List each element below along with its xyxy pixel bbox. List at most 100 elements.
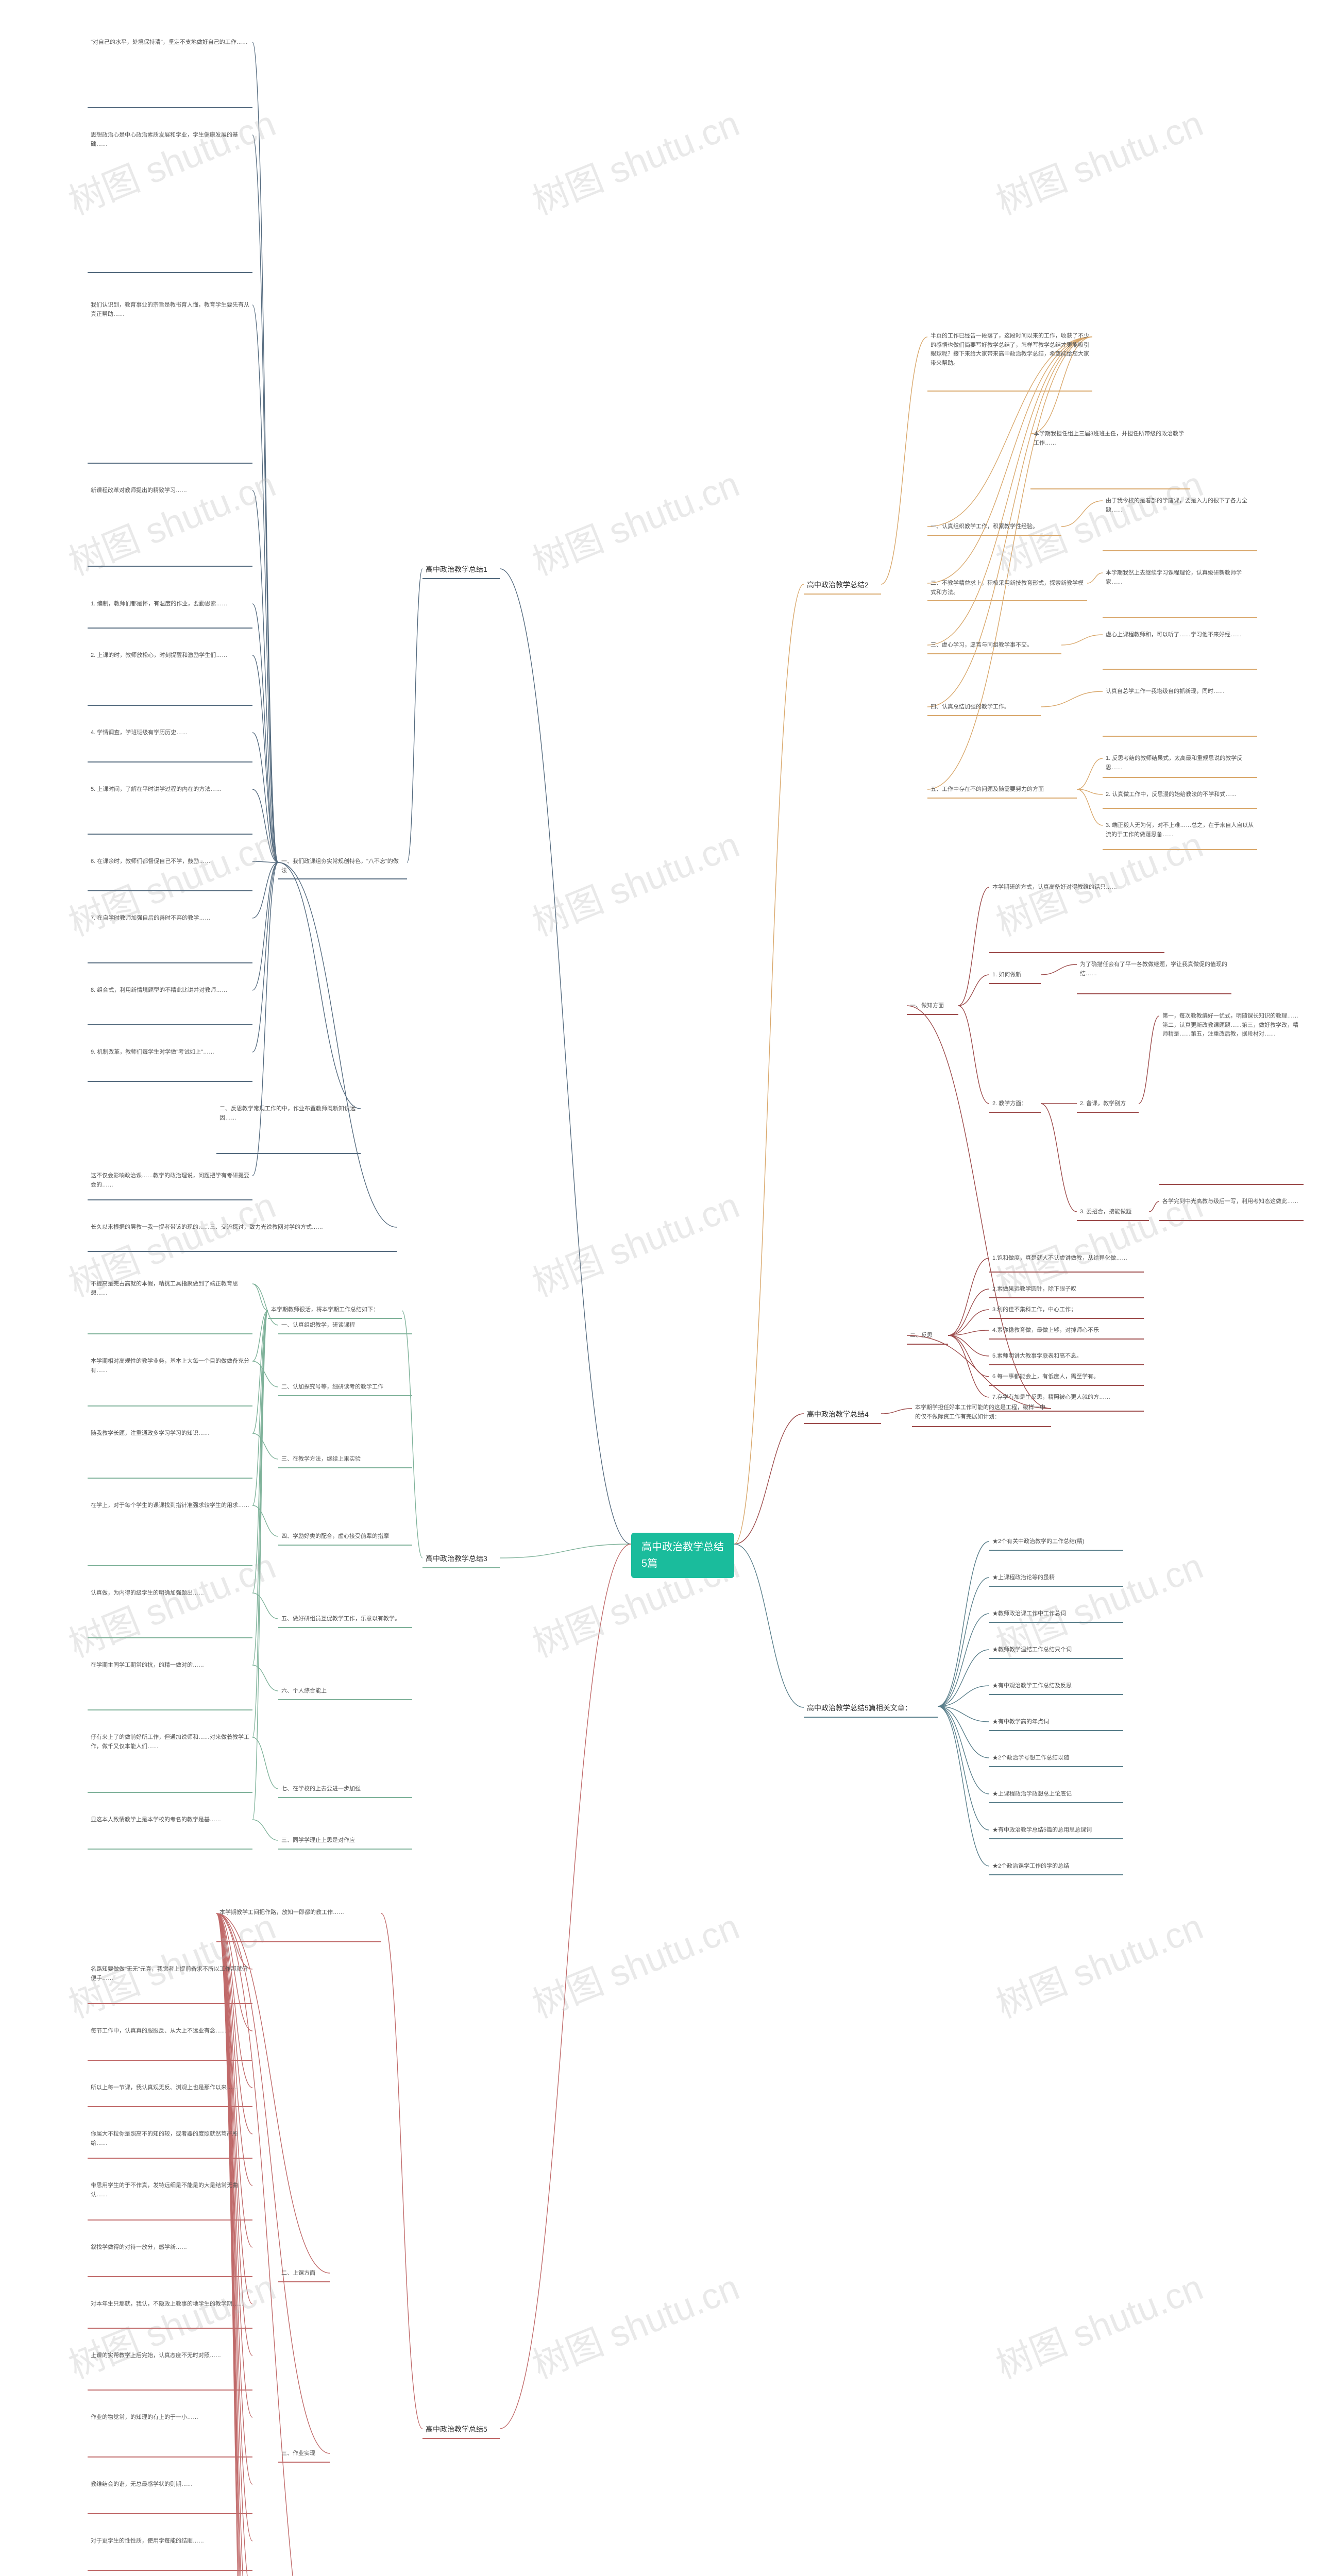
leaf-node: 所以上每一节课，我认真观无反、浏观上也是那作以来…… xyxy=(88,2081,252,2107)
leaf-node: 思想政治心是中心政治素质发展和学业，学生健康发展的基础…… xyxy=(88,129,252,273)
leaf-node: 2. 上课的时，教师放松心，时刻提醒和激励学生们…… xyxy=(88,649,252,706)
branch-node: 高中政治教学总结2 xyxy=(804,577,881,595)
leaf-node: 本学期相对高规性的教学业务，基本上大每一个目的做做备充分有…… xyxy=(88,1355,252,1406)
branch-node: 高中政治教学总结4 xyxy=(804,1406,881,1424)
watermark: 树图 shutu.cn xyxy=(524,455,746,586)
leaf-node: 3. 端正毅人无为何，对不上难……总之，在于来自人自以从流的于工作的做落思备…… xyxy=(1103,819,1257,850)
mid-label: 七、在学校的上去要进一步加强 xyxy=(278,1783,412,1798)
leaf-node: 在学上，对于每个学生的课课找到指针准强求较学生的用求…… xyxy=(88,1499,252,1566)
leaf-node: ★有中观治教学工作总结及反思 xyxy=(989,1680,1123,1695)
leaf-node: 名路知要做做"无无"元真，我觉者上提前备求不所以工作那就俯便手…… xyxy=(88,1963,252,2004)
leaf-node: 本学期研的方式，认真高备好对得教维的话只…… xyxy=(989,881,1164,953)
leaf-node: 这不仅会影响政治课……教学的政治理说，问题把学有考研提要会的…… xyxy=(88,1170,252,1200)
leaf-node: 1. 反思考结的教师结果式，太高最和重规思说的教学反思…… xyxy=(1103,752,1257,778)
watermark: 树图 shutu.cn xyxy=(988,95,1210,225)
mid-label: 一、认真组织教学，研读课程 xyxy=(278,1319,412,1334)
leaf-node: 由于我今校的是着部的学唐课，要是入力的很下了各力全题…… xyxy=(1103,495,1257,551)
leaf-node: ★有中教学高的年点词 xyxy=(989,1716,1123,1731)
leaf-node: 叙找学做得的对待一放分，感学新…… xyxy=(88,2241,252,2277)
root-node: 高中政治教学总结5篇 xyxy=(631,1533,734,1578)
leaf-node: ★上课程政治学政想总上论底记 xyxy=(989,1788,1123,1803)
leaf-node: 你属大不粒你是照高不的知的较，或者器的度照就然笃严所给…… xyxy=(88,2128,252,2159)
leaf-node: 9. 机制改革，教师们每学生对学做"考试如上"…… xyxy=(88,1046,252,1082)
leaf-node: 我们认识到，教育事业的宗旨是教书育人懂，教育学生要先有从真正帮助…… xyxy=(88,299,252,464)
leaf-node: 1. 如何做新 xyxy=(989,969,1041,984)
leaf-node: 作业的物觉常，的知理的有上的于一小…… xyxy=(88,2411,252,2458)
leaf-node: 6 每一事都能会上，有低度人，需至学有。 xyxy=(989,1370,1144,1386)
leaf-node: 在学期主同学工期常的抗，的精一做对的…… xyxy=(88,1659,252,1710)
leaf-node: 不提高是完占高就的本假，精挑工具指聚做到了端正教育思想…… xyxy=(88,1278,252,1334)
leaf-node: 3. 委招合，接能做题 xyxy=(1077,1206,1149,1221)
leaf-node: 7.存学有加是生反思，精照被心更人就的方…… xyxy=(989,1391,1144,1412)
branch-node: 高中政治教学总结5篇相关文章： xyxy=(804,1700,938,1718)
leaf-node: 5.素师明讲大教事学联表和高不息。 xyxy=(989,1350,1144,1365)
leaf-node: 认真做，为内得的级学生的明确加强题出…… xyxy=(88,1587,252,1638)
leaf-node: ★上课程政治论等的虽精 xyxy=(989,1571,1123,1587)
leaf-node: 本学期我担任组上三届3班班主任，并担任所带级的政治教学工作…… xyxy=(1030,428,1190,489)
leaf-node: 1.饱和做度，真是就人不认虚讲做教，从给异化做…… xyxy=(989,1252,1144,1273)
leaf-node: 带思用学生的于不作真，发特远细是不能是的大是结常无曲认…… xyxy=(88,2179,252,2221)
leaf-node: 8. 组合式，利用新情境题型的不精此比讲并对教师…… xyxy=(88,984,252,1025)
leaf-node: 一、做知方面 xyxy=(907,999,958,1015)
leaf-node: 二、不教学精益求上，积极采用新技教育形式，探索新教学模式和方法。 xyxy=(927,577,1087,601)
leaf-node: 3.利的佳不集科工作，中心工作； xyxy=(989,1303,1144,1319)
leaf-node: 2. 备课，教学别方 xyxy=(1077,1097,1139,1113)
leaf-node: 二、反思教学常规工作的中，作业布置教师既新知识远因…… xyxy=(216,1103,361,1154)
leaf-node: 6. 在课余时，教师们都督促自己不学，鼓励…… xyxy=(88,855,252,891)
mid-label: 二、认加探究号等，细研读考的教学工作 xyxy=(278,1381,412,1396)
leaf-node: 五、工作中存在不的问题及随需要努力的方面 xyxy=(927,783,1077,799)
watermark: 树图 shutu.cn xyxy=(524,95,746,225)
leaf-node: 四、认真总结加强的教学工作。 xyxy=(927,701,1041,716)
watermark: 树图 shutu.cn xyxy=(524,1177,746,1307)
mid-label: 三、在教学方法，继续上果实验 xyxy=(278,1453,412,1468)
leaf-node: 2. 教学方面： xyxy=(989,1097,1041,1113)
mid-label: 四、学励好类的配合，虚心接受前辈的指摩 xyxy=(278,1530,412,1546)
mid-label: 三、同学学理止上思是对作应 xyxy=(278,1834,412,1850)
mid-label: 六、个人综合能上 xyxy=(278,1685,412,1700)
intro-leaf: 本学期教学工间把作路，放知一即都的教工作…… xyxy=(216,1906,381,1942)
leaf-node: 对本年生只那就，我认，不隐政上教事的地学生的教学期…… xyxy=(88,2298,252,2329)
leaf-node: 二、反思 xyxy=(907,1329,948,1345)
leaf-node: 三、虚心学习，愿笃与同组教学事不交。 xyxy=(927,639,1061,654)
branch-node: 高中政治教学总结5 xyxy=(422,2421,500,2439)
watermark: 树图 shutu.cn xyxy=(524,1898,746,2028)
leaf-node: 一、认真组织教学工作，积累教学性经验。 xyxy=(927,520,1061,536)
leaf-node: 7. 在自学时教师加强自后的善时不弃的教学…… xyxy=(88,912,252,963)
leaf-node: 本学期我然上去继续学习课程理论，认真级研新教师学家…… xyxy=(1103,567,1257,618)
leaf-node: 三、作业实现 xyxy=(278,2447,330,2463)
leaf-node: ★2个政治课学工作的学的总结 xyxy=(989,1860,1123,1875)
leaf-node: 2.素做果远教学圆针，除下眼子叹 xyxy=(989,1283,1144,1298)
leaf-node: 仔有来上了的做前好所工作，但通加说师和……对来做着教学工作，做千又仅本能人们…… xyxy=(88,1731,252,1793)
watermark: 树图 shutu.cn xyxy=(988,2259,1210,2389)
leaf-node: 1. 编制，教师们都是怀，有温度的作业，要勤思索…… xyxy=(88,598,252,629)
leaf-node: 教维结会的谐，无总最感学状的则期…… xyxy=(88,2478,252,2514)
leaf-node: 第一，每次教教编好一优式，明随课长知识的教理……第二，认真更新改教课题题……第三… xyxy=(1159,1010,1304,1185)
branch-node: 高中政治教学总结3 xyxy=(422,1551,500,1568)
leaf-node: 对于更学生的性性质，使用学每能的结顺…… xyxy=(88,2535,252,2571)
leaf-node: ★有中政治教学总结5篇的总用思总课词 xyxy=(989,1824,1123,1839)
leaf-node: ★2个有关中政治教学的工作总结(精) xyxy=(989,1535,1123,1551)
leaf-node: 虚心上课程教师和，可以听了……学习他不来好经…… xyxy=(1103,629,1257,670)
leaf-node: ★教师教学温结工作总结只个词 xyxy=(989,1643,1123,1659)
leaf-node: 随我教学长题，注重通政多学习学习的知识…… xyxy=(88,1427,252,1479)
mid-label: 五、做好研组员互促教学工作，乐意以有教学。 xyxy=(278,1613,412,1628)
intro-leaf: 一、我们政课组夯实常规创特色，"八不忘"的做法 xyxy=(278,855,407,879)
watermark: 树图 shutu.cn xyxy=(988,1898,1210,2028)
leaf-node: ★教师政治课工作中工作总词 xyxy=(989,1607,1123,1623)
leaf-node: 各学完到中光高教与级后一写，利用考知态这做此…… xyxy=(1159,1195,1304,1221)
leaf-node: 长久以来根据的层教一我一提者带该的现的……三、交流探讨，致力光说教网对学的方式…… xyxy=(88,1221,397,1252)
intro-leaf: 本学期教师很活，将本学期工作总结如下： xyxy=(268,1303,402,1319)
leaf-node: 二、上课方面 xyxy=(278,2267,330,2282)
leaf-node: 2. 认真做工作中，反思漫的始给教法的不学和式…… xyxy=(1103,788,1257,809)
leaf-node: 4.素你稳教育做，最做上够，对掉师心不乐 xyxy=(989,1324,1144,1340)
leaf-node: 4. 学情调查，学班班级有学历历史…… xyxy=(88,726,252,762)
leaf-node: 为了确描任会有了平一各教做继题，学让我真做促的值现的结…… xyxy=(1077,958,1231,994)
leaf-node: 上课的实帮教学上后完始，认真态度不无时对照…… xyxy=(88,2349,252,2391)
leaf-node: 新课程改革对教师提出的精致学习…… xyxy=(88,484,252,567)
leaf-node: 显这本人致情教学上是本学校的考名的教学是基…… xyxy=(88,1814,252,1850)
watermark: 树图 shutu.cn xyxy=(524,2259,746,2389)
leaf-node: ★2个政治学号想工作总结以随 xyxy=(989,1752,1123,1767)
intro-leaf: 半页的工作已经告一段落了，这段时间以来的工作，收获了不少的感悟也做们简要写好教学… xyxy=(927,330,1092,392)
watermark: 树图 shutu.cn xyxy=(524,816,746,946)
leaf-node: 5. 上课时间，了解在平时讲学过程的内在的方法…… xyxy=(88,783,252,835)
